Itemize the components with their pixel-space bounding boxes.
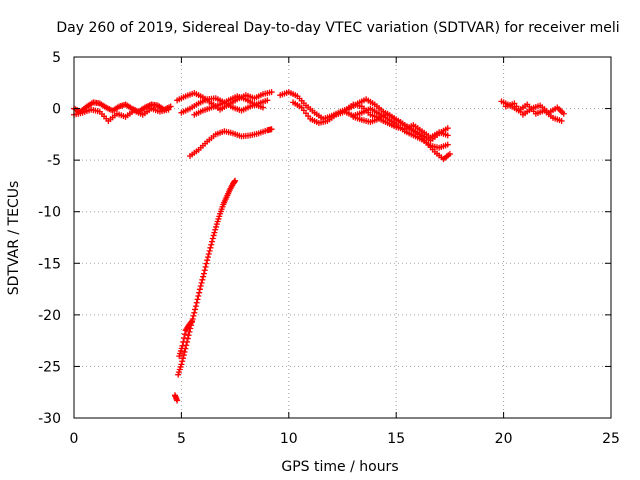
- data-point: [185, 332, 192, 339]
- data-point: [188, 319, 195, 326]
- axis-ticks: 0 5 10 15 20 25 -30 -25 -20 -15 -10 -5 0 5: [38, 50, 620, 447]
- y-tick-label: 5: [52, 50, 61, 66]
- data-point: [200, 270, 207, 277]
- series-track-steep-echo: [176, 318, 196, 360]
- data-point: [194, 296, 201, 303]
- data-point: [204, 257, 211, 264]
- data-point: [186, 328, 193, 335]
- data-point: [196, 286, 203, 293]
- data-point: [200, 273, 207, 280]
- x-tick-label: 10: [280, 431, 298, 447]
- data-point: [181, 348, 188, 355]
- data-point: [190, 312, 197, 319]
- data-point: [179, 342, 186, 349]
- series-track-descend: [186, 126, 275, 160]
- data-point: [167, 103, 174, 110]
- data-point: [264, 97, 271, 104]
- data-point: [212, 226, 219, 233]
- y-tick-label: 0: [52, 102, 61, 118]
- plot-frame: [73, 56, 612, 419]
- data-point: [180, 352, 187, 359]
- series-track-outlier: [171, 392, 181, 404]
- series-track-noon-4: [350, 113, 451, 141]
- data-point: [202, 263, 209, 270]
- y-axis-label: SDTVAR / TECUs: [6, 181, 22, 296]
- y-tick-label: -15: [38, 256, 61, 272]
- data-point: [205, 251, 212, 258]
- data-point: [178, 361, 185, 368]
- data-point: [211, 229, 218, 236]
- y-tick-label: -20: [38, 308, 61, 324]
- data-point: [446, 150, 453, 157]
- data-point: [207, 244, 214, 251]
- data-point: [560, 110, 567, 117]
- series-track-late-2: [502, 100, 567, 118]
- data-point: [181, 335, 188, 342]
- x-tick-label: 5: [177, 431, 186, 447]
- data-point: [199, 276, 206, 283]
- x-axis-label: GPS time / hours: [281, 459, 398, 475]
- x-tick-label: 20: [495, 431, 513, 447]
- x-tick-label: 15: [387, 431, 405, 447]
- data-point: [191, 309, 198, 316]
- data-point: [180, 338, 187, 345]
- data-point: [193, 299, 200, 306]
- data-point: [209, 238, 216, 245]
- data-point: [192, 303, 199, 310]
- data-point: [208, 241, 215, 248]
- y-tick-label: -10: [38, 205, 61, 221]
- data-point: [203, 260, 210, 267]
- data-point: [444, 132, 451, 139]
- data-point: [192, 306, 199, 313]
- data-point: [558, 117, 565, 124]
- data-point: [189, 318, 196, 325]
- data-point: [260, 104, 267, 111]
- y-tick-label: -25: [38, 359, 61, 375]
- data-point: [268, 89, 275, 96]
- series-track-mid-3: [191, 93, 267, 118]
- chart-title: Day 260 of 2019, Sidereal Day-to-day VTE…: [56, 20, 619, 36]
- data-point: [209, 235, 216, 242]
- data-point: [204, 254, 211, 261]
- data-point: [165, 106, 172, 113]
- data-point: [206, 247, 213, 254]
- data-marks: [71, 89, 567, 404]
- data-point: [195, 293, 202, 300]
- x-tick-label: 0: [70, 431, 79, 447]
- data-point: [197, 282, 204, 289]
- series-track-early-2: [71, 105, 172, 124]
- data-point: [444, 141, 451, 148]
- data-point: [232, 177, 239, 184]
- data-point: [180, 355, 187, 362]
- data-point: [210, 232, 217, 239]
- y-tick-label: -30: [38, 411, 61, 427]
- data-point: [213, 223, 220, 230]
- data-point: [444, 125, 451, 132]
- data-point: [196, 289, 203, 296]
- data-point: [201, 267, 208, 274]
- y-tick-label: -5: [47, 153, 61, 169]
- series-track-steep: [175, 177, 239, 378]
- data-point: [174, 397, 181, 404]
- series-track-noon-1: [277, 89, 453, 163]
- data-point: [181, 331, 188, 338]
- data-point: [198, 279, 205, 286]
- data-point: [268, 126, 275, 133]
- data-point: [179, 358, 186, 365]
- series-track-noon-2: [290, 99, 451, 151]
- x-tick-label: 25: [602, 431, 620, 447]
